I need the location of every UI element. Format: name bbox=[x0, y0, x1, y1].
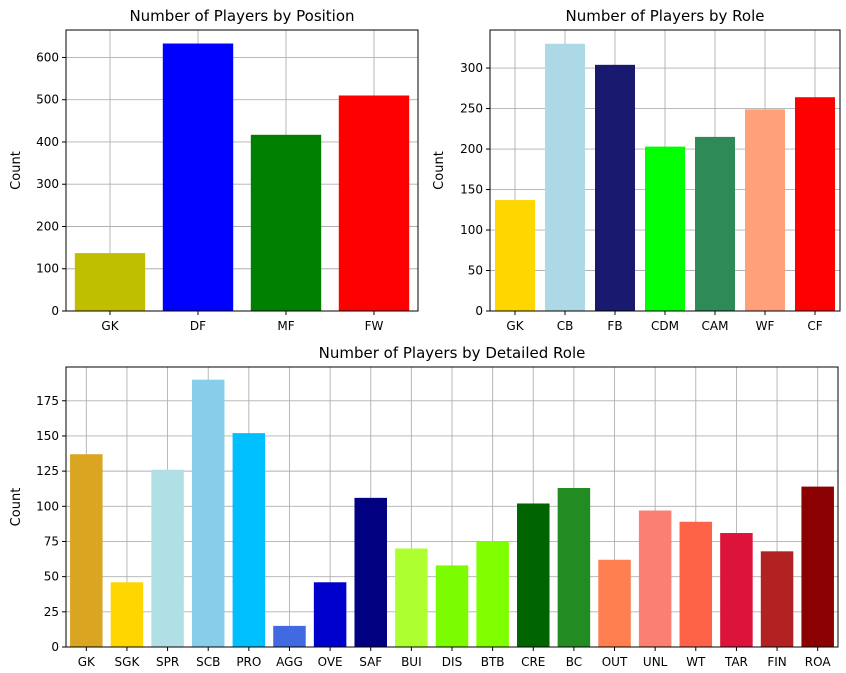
x-tick-label: TAR bbox=[724, 655, 748, 669]
y-tick-label: 50 bbox=[468, 264, 483, 278]
y-tick-label: 400 bbox=[36, 135, 59, 149]
x-tick-label: SAF bbox=[359, 655, 382, 669]
bar-wt bbox=[679, 521, 713, 647]
y-tick-label: 0 bbox=[51, 304, 59, 318]
bar-agg bbox=[273, 625, 306, 647]
y-axis-label: Count bbox=[9, 488, 24, 527]
x-tick-label: SGK bbox=[115, 655, 141, 669]
x-tick-label: ROA bbox=[805, 655, 832, 669]
x-tick-label: FB bbox=[607, 319, 622, 333]
x-tick-label: WT bbox=[686, 655, 706, 669]
y-tick-label: 200 bbox=[460, 142, 483, 156]
x-tick-label: OUT bbox=[602, 655, 628, 669]
y-tick-label: 150 bbox=[460, 183, 483, 197]
x-tick-label: DIS bbox=[442, 655, 462, 669]
x-tick-label: FIN bbox=[767, 655, 786, 669]
bar-cam bbox=[695, 136, 735, 311]
axes-frame bbox=[65, 29, 419, 312]
bar-cre bbox=[517, 503, 550, 647]
bar-ove bbox=[313, 582, 347, 647]
x-tick-label: MF bbox=[277, 319, 294, 333]
x-tick-label: BTB bbox=[481, 655, 505, 669]
y-tick-label: 300 bbox=[460, 61, 483, 75]
y-tick-label: 300 bbox=[36, 177, 59, 191]
bar-tar bbox=[720, 533, 753, 647]
bar-gk bbox=[70, 454, 103, 647]
chart-title: Number of Players by Role bbox=[566, 7, 765, 25]
bar-fin bbox=[760, 551, 794, 647]
y-tick-label: 600 bbox=[36, 50, 59, 64]
bar-fw bbox=[338, 95, 410, 311]
bar-cdm bbox=[645, 146, 685, 311]
x-tick-label: BC bbox=[566, 655, 582, 669]
x-tick-label: BUI bbox=[401, 655, 422, 669]
x-tick-label: GK bbox=[78, 655, 96, 669]
bar-out bbox=[598, 559, 631, 647]
y-tick-label: 250 bbox=[460, 102, 483, 116]
x-tick-label: CF bbox=[807, 319, 822, 333]
x-tick-label: OVE bbox=[318, 655, 343, 669]
bar-dis bbox=[435, 565, 469, 647]
y-tick-label: 100 bbox=[36, 262, 59, 276]
x-tick-label: WF bbox=[756, 319, 775, 333]
x-tick-label: GK bbox=[101, 319, 119, 333]
bar-cb bbox=[545, 43, 585, 311]
bar-wf bbox=[745, 109, 785, 311]
y-tick-label: 200 bbox=[36, 219, 59, 233]
bar-scb bbox=[191, 379, 225, 647]
chart-title: Number of Players by Detailed Role bbox=[319, 344, 586, 362]
bar-fb bbox=[595, 64, 635, 312]
bar-bui bbox=[395, 548, 428, 647]
bar-roa bbox=[801, 486, 834, 647]
axes-frame bbox=[489, 29, 841, 312]
y-tick-label: 150 bbox=[36, 429, 59, 443]
x-tick-label: GK bbox=[506, 319, 524, 333]
x-tick-label: FW bbox=[365, 319, 384, 333]
x-tick-label: PRO bbox=[236, 655, 261, 669]
x-tick-label: UNL bbox=[643, 655, 668, 669]
y-tick-label: 25 bbox=[44, 605, 59, 619]
position-chart: 0 100 200 300 400 500 600 GK DF MF FW Number of Pla… bbox=[9, 7, 419, 333]
y-axis-label: Count bbox=[432, 151, 447, 190]
bar-bc bbox=[557, 488, 591, 647]
x-tick-label: SPR bbox=[156, 655, 179, 669]
bar-mf bbox=[250, 134, 322, 311]
y-tick-label: 175 bbox=[36, 394, 59, 408]
y-tick-label: 0 bbox=[475, 304, 483, 318]
bar-unl bbox=[638, 510, 672, 647]
x-tick-label: SCB bbox=[196, 655, 220, 669]
y-tick-label: 75 bbox=[44, 534, 59, 548]
bar-df bbox=[162, 43, 234, 312]
chart-title: Number of Players by Position bbox=[129, 7, 354, 25]
y-tick-label: 500 bbox=[36, 93, 59, 107]
bar-saf bbox=[354, 497, 387, 647]
y-tick-label: 125 bbox=[36, 464, 59, 478]
x-tick-label: CB bbox=[557, 319, 574, 333]
detailed-role-chart: 0 25 50 75 100 125 150 175 GK SGK SPR SCB PRO AGG OVE S… bbox=[9, 344, 839, 669]
y-tick-label: 0 bbox=[51, 640, 59, 654]
x-tick-label: CRE bbox=[521, 655, 545, 669]
bar-spr bbox=[151, 469, 184, 647]
axes-frame bbox=[65, 366, 839, 648]
x-tick-label: DF bbox=[190, 319, 206, 333]
y-tick-label: 50 bbox=[44, 570, 59, 584]
x-tick-label: AGG bbox=[276, 655, 303, 669]
x-tick-label: CAM bbox=[702, 319, 729, 333]
role-chart: 0 50 100 150 200 250 300 GK CB FB CDM CAM WF CF Number… bbox=[432, 7, 841, 333]
bar-pro bbox=[232, 433, 266, 647]
bar-sgk bbox=[110, 582, 144, 647]
bar-btb bbox=[476, 541, 509, 647]
bar-gk bbox=[74, 253, 146, 311]
bar-gk bbox=[495, 200, 535, 311]
y-axis-label: Count bbox=[9, 151, 24, 190]
y-tick-label: 100 bbox=[460, 223, 483, 237]
bar-cf bbox=[795, 97, 835, 311]
x-tick-label: CDM bbox=[651, 319, 679, 333]
y-tick-label: 100 bbox=[36, 499, 59, 513]
